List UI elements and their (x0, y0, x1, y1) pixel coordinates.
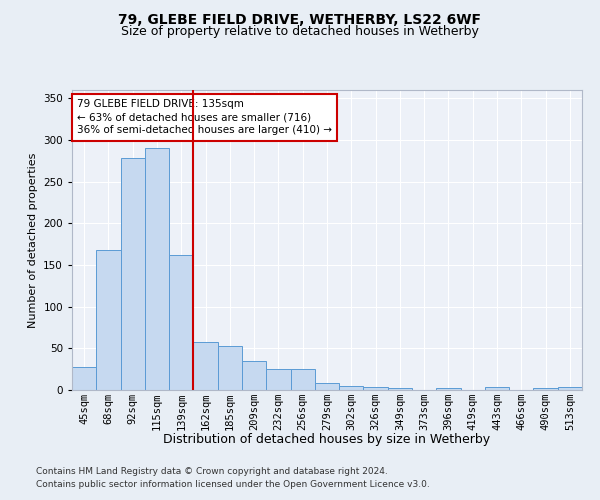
Bar (315, 382, 339, 390)
Bar (364, 386, 388, 390)
Bar (339, 386, 364, 390)
Bar (218, 346, 242, 390)
Bar (121, 158, 145, 390)
Bar (266, 369, 290, 390)
Bar (169, 255, 193, 390)
Bar (558, 386, 582, 390)
Bar (290, 369, 315, 390)
Bar (436, 388, 461, 390)
Text: 79, GLEBE FIELD DRIVE, WETHERBY, LS22 6WF: 79, GLEBE FIELD DRIVE, WETHERBY, LS22 6W… (119, 12, 482, 26)
Y-axis label: Number of detached properties: Number of detached properties (28, 152, 38, 328)
Text: Size of property relative to detached houses in Wetherby: Size of property relative to detached ho… (121, 25, 479, 38)
Bar (145, 148, 169, 390)
Bar (72, 366, 96, 390)
Bar (485, 386, 509, 390)
Text: 79 GLEBE FIELD DRIVE: 135sqm
← 63% of detached houses are smaller (716)
36% of s: 79 GLEBE FIELD DRIVE: 135sqm ← 63% of de… (77, 99, 332, 136)
Bar (96, 250, 121, 390)
Text: Contains public sector information licensed under the Open Government Licence v3: Contains public sector information licen… (36, 480, 430, 489)
Bar (388, 388, 412, 390)
Text: Contains HM Land Registry data © Crown copyright and database right 2024.: Contains HM Land Registry data © Crown c… (36, 467, 388, 476)
Bar (242, 361, 266, 390)
Bar (193, 342, 218, 390)
Text: Distribution of detached houses by size in Wetherby: Distribution of detached houses by size … (163, 432, 491, 446)
Bar (533, 388, 558, 390)
